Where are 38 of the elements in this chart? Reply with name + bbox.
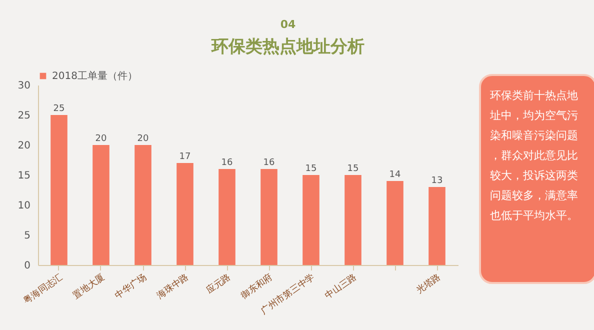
text: 环保类前十热点地址中，均为空气污染和噪音污染问题，群众对此意见比较大，投诉这两类问题较多，满意率也低于平均水平。	[489, 89, 578, 222]
y-tick-label: 0	[24, 260, 30, 272]
x-tick-label: 中华广场	[112, 272, 149, 302]
y-tick-label: 20	[18, 140, 30, 152]
data-label: 13	[431, 176, 443, 186]
data-label: 16	[221, 158, 233, 168]
y-tick-label: 15	[18, 170, 30, 182]
bar	[302, 175, 320, 265]
data-label: 20	[137, 134, 149, 144]
bar	[134, 145, 152, 265]
bar	[218, 169, 236, 265]
chart-title: 环保类热点地址分析	[210, 37, 364, 57]
data-label: 17	[179, 152, 191, 162]
bar	[428, 187, 446, 265]
legend-label: 2018工单量（件）	[52, 70, 138, 82]
bar	[92, 145, 110, 265]
x-tick-label: 应元路	[204, 272, 233, 296]
x-tick-label: 中山三路	[322, 272, 359, 302]
data-label: 15	[347, 164, 359, 174]
x-tick-label: 粤海同志汇	[22, 272, 65, 306]
data-label: 25	[53, 104, 65, 114]
bar	[344, 175, 362, 265]
x-tick-label: 海珠中路	[154, 272, 191, 302]
text: 04	[280, 18, 296, 31]
y-tick-label: 5	[24, 230, 30, 242]
x-tick-label: 置地大厦	[70, 272, 107, 302]
bar	[50, 115, 68, 265]
x-tick-label: 光塔路	[414, 272, 443, 296]
bar	[260, 169, 278, 265]
y-tick-label: 30	[18, 80, 30, 92]
data-label: 15	[305, 164, 317, 174]
data-label: 14	[389, 170, 401, 180]
bar	[386, 181, 404, 265]
data-label: 20	[95, 134, 107, 144]
bar	[176, 163, 194, 265]
data-label: 16	[263, 158, 275, 168]
y-tick-label: 25	[18, 110, 30, 122]
y-tick-label: 10	[18, 200, 30, 212]
